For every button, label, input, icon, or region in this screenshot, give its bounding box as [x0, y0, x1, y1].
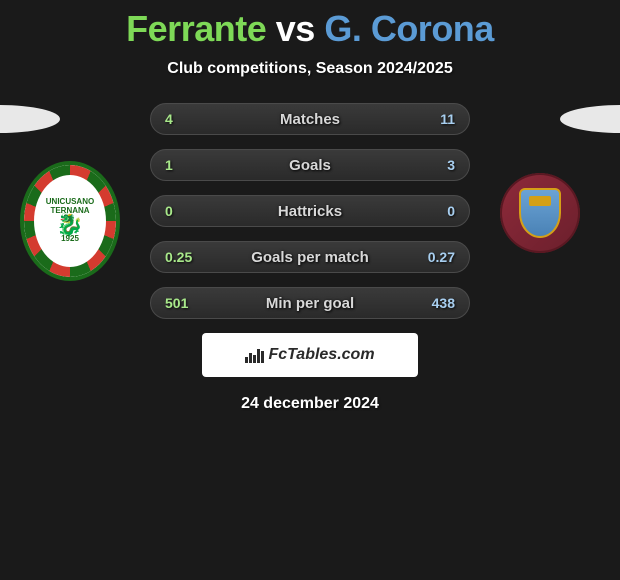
right-player-oval: [560, 105, 620, 133]
branding-text: FcTables.com: [268, 346, 374, 364]
player2-name: G. Corona: [324, 8, 494, 49]
stat-label: Matches: [151, 111, 469, 128]
stat-row-gpm: 0.25 Goals per match 0.27: [150, 241, 470, 273]
stat-label: Goals per match: [151, 249, 469, 266]
stat-row-goals: 1 Goals 3: [150, 149, 470, 181]
stat-rows: 4 Matches 11 1 Goals 3 0 Hattricks 0 0.2…: [150, 103, 470, 319]
stat-value-right: 0.27: [428, 249, 455, 265]
stat-value-right: 0: [447, 203, 455, 219]
shield-icon: [519, 188, 561, 238]
stat-label: Hattricks: [151, 203, 469, 220]
stat-value-right: 3: [447, 157, 455, 173]
comparison-content: UNICUSANO TERNANA 🐉 1925 4 Matches 11 1 …: [0, 103, 620, 413]
stat-value-left: 4: [165, 111, 173, 127]
stat-value-left: 1: [165, 157, 173, 173]
player1-name: Ferrante: [126, 8, 266, 49]
branding-badge: FcTables.com: [202, 333, 418, 377]
stat-row-matches: 4 Matches 11: [150, 103, 470, 135]
stat-label: Goals: [151, 157, 469, 174]
stat-value-right: 438: [432, 295, 455, 311]
team-badge-right: [500, 173, 580, 253]
comparison-title: Ferrante vs G. Corona: [0, 0, 620, 50]
chart-icon: [245, 347, 264, 363]
stat-value-right: 11: [440, 111, 455, 127]
team-badge-left: UNICUSANO TERNANA 🐉 1925: [20, 161, 120, 281]
title-vs: vs: [276, 8, 315, 49]
badge-left-year: 1925: [61, 235, 79, 244]
left-player-oval: [0, 105, 60, 133]
subtitle: Club competitions, Season 2024/2025: [0, 60, 620, 78]
stat-value-left: 501: [165, 295, 188, 311]
stat-row-mpg: 501 Min per goal 438: [150, 287, 470, 319]
stat-row-hattricks: 0 Hattricks 0: [150, 195, 470, 227]
generation-date: 24 december 2024: [0, 395, 620, 413]
stat-label: Min per goal: [151, 295, 469, 312]
stat-value-left: 0.25: [165, 249, 192, 265]
stat-value-left: 0: [165, 203, 173, 219]
